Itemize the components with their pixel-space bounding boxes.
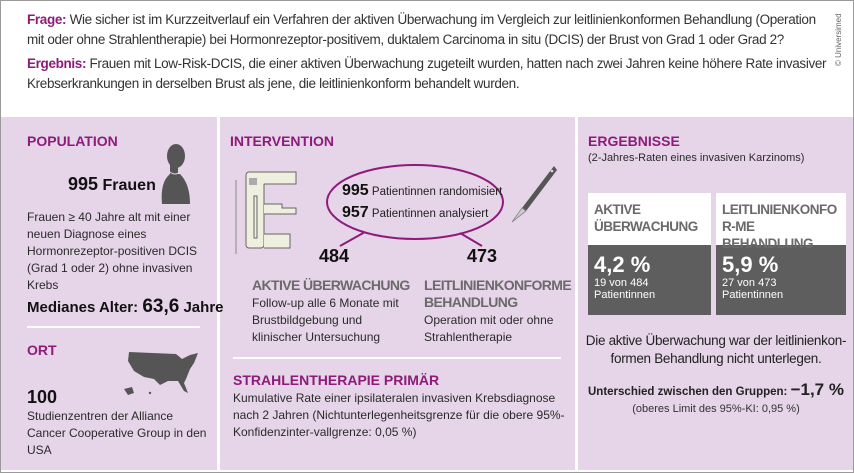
result-box-guideline-treatment: LEITLINIENKONFOR-ME BEHANDLUNG 5,9 % 27 v… — [716, 193, 846, 315]
result-rate: 5,9 % — [722, 252, 779, 277]
woman-silhouette-icon — [161, 144, 190, 204]
difference: Unterschied zwischen den Gruppen: −1,7 % — [588, 380, 844, 399]
location-count: 100 — [27, 387, 58, 407]
question: Frage: Wie sicher ist im Kurzzeitverlauf… — [27, 12, 816, 47]
population-title: POPULATION — [27, 133, 118, 149]
scalpel-icon — [511, 166, 557, 223]
analyzed-count: 957 Patientinnen analysiert — [342, 204, 489, 221]
arm2-description: Operation mit oder ohne Strahlentherapie — [424, 313, 554, 344]
result-detail: 19 von 484 Patientinnen — [594, 277, 656, 301]
location-title: ORT — [27, 342, 57, 358]
randomized-count: 995 Patientinnen randomisiert — [342, 182, 503, 199]
result-summary: Ergebnis: Frauen mit Low-Risk-DCIS, die … — [27, 56, 827, 91]
endpoint-title: STRAHLENTHERAPIE PRIMÄR — [233, 372, 440, 388]
divider — [27, 326, 200, 328]
result-box-title: AKTIVE ÜBERWACHUNG — [588, 193, 711, 245]
result-box-active-surveillance: AKTIVE ÜBERWACHUNG 4,2 % 19 von 484 Patie… — [588, 193, 711, 315]
location-description: Studienzentren der Alliance Cancer Coope… — [27, 409, 207, 457]
divider — [233, 357, 561, 359]
results-title: ERGEBNISSE — [588, 133, 680, 149]
results-conclusion-group: Die aktive Überwachung war der leitlinie… — [584, 332, 848, 417]
arm2-title: LEITLINIENKONFORME BEHANDLUNG — [424, 277, 572, 310]
arm2-count: 473 — [467, 246, 498, 266]
randomization-ellipse — [326, 164, 504, 247]
result-rate: 4,2 % — [594, 252, 651, 277]
population-count: 995 Frauen — [68, 174, 156, 194]
arm1-title: AKTIVE ÜBERWACHUNG — [252, 277, 410, 293]
mammography-icon — [235, 171, 297, 254]
population-description: Frauen ≥ 40 Jahre alt mit einer neuen Di… — [27, 210, 198, 292]
conclusion: Die aktive Überwachung war der leitlinie… — [585, 333, 847, 366]
intervention-title: INTERVENTION — [230, 133, 334, 149]
arm1-count: 484 — [319, 246, 350, 266]
copyright: © Universimed — [834, 13, 843, 66]
confidence-interval: (oberes Limit des 95%-KI: 0,95 %) — [632, 403, 800, 415]
results-subtitle: (2-Jahres-Raten eines invasiven Karzinom… — [588, 152, 805, 164]
result-detail: 27 von 473 Patientinnen — [722, 277, 784, 301]
arm1-description: Follow-up alle 6 Monate mit Brustbildgeb… — [252, 296, 399, 344]
median-age: Medianes Alter: 63,6 Jahre — [27, 296, 224, 317]
usa-map-icon — [124, 352, 198, 395]
header: Frage: Wie sicher ist im Kurzzeitverlauf… — [27, 10, 827, 98]
endpoint-description: Kumulative Rate einer ipsilateralen inva… — [233, 391, 565, 439]
result-box-title: LEITLINIENKONFOR-ME BEHANDLUNG — [716, 193, 846, 251]
